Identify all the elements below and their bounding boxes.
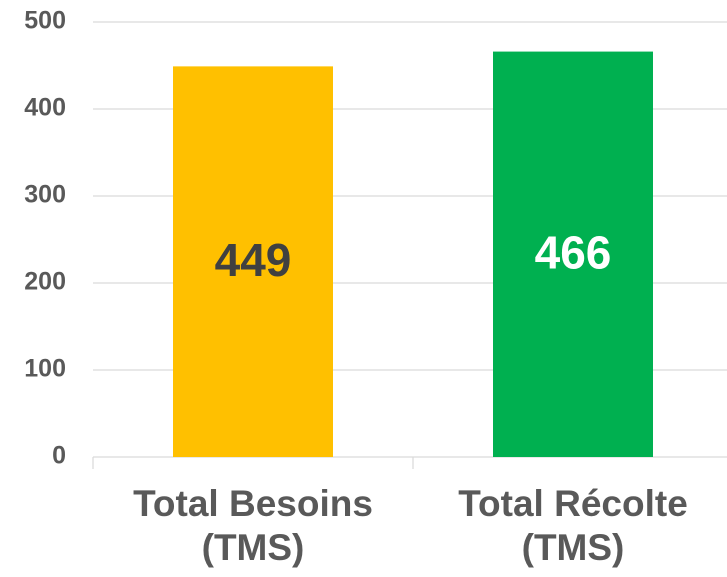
y-tick-label: 500 bbox=[24, 7, 66, 35]
bar bbox=[173, 66, 333, 458]
y-tick-label: 200 bbox=[24, 268, 66, 296]
data-label: 466 bbox=[535, 226, 612, 278]
y-tick-label: 300 bbox=[24, 181, 66, 209]
data-label: 449 bbox=[215, 234, 292, 286]
x-tick-label: Total Besoins (TMS) bbox=[133, 483, 373, 568]
y-tick-label: 100 bbox=[24, 355, 66, 383]
y-tick-label: 400 bbox=[24, 94, 66, 122]
bar bbox=[493, 51, 653, 458]
y-tick-label: 0 bbox=[52, 442, 66, 470]
x-tick-label: Total Récolte (TMS) bbox=[458, 483, 688, 568]
